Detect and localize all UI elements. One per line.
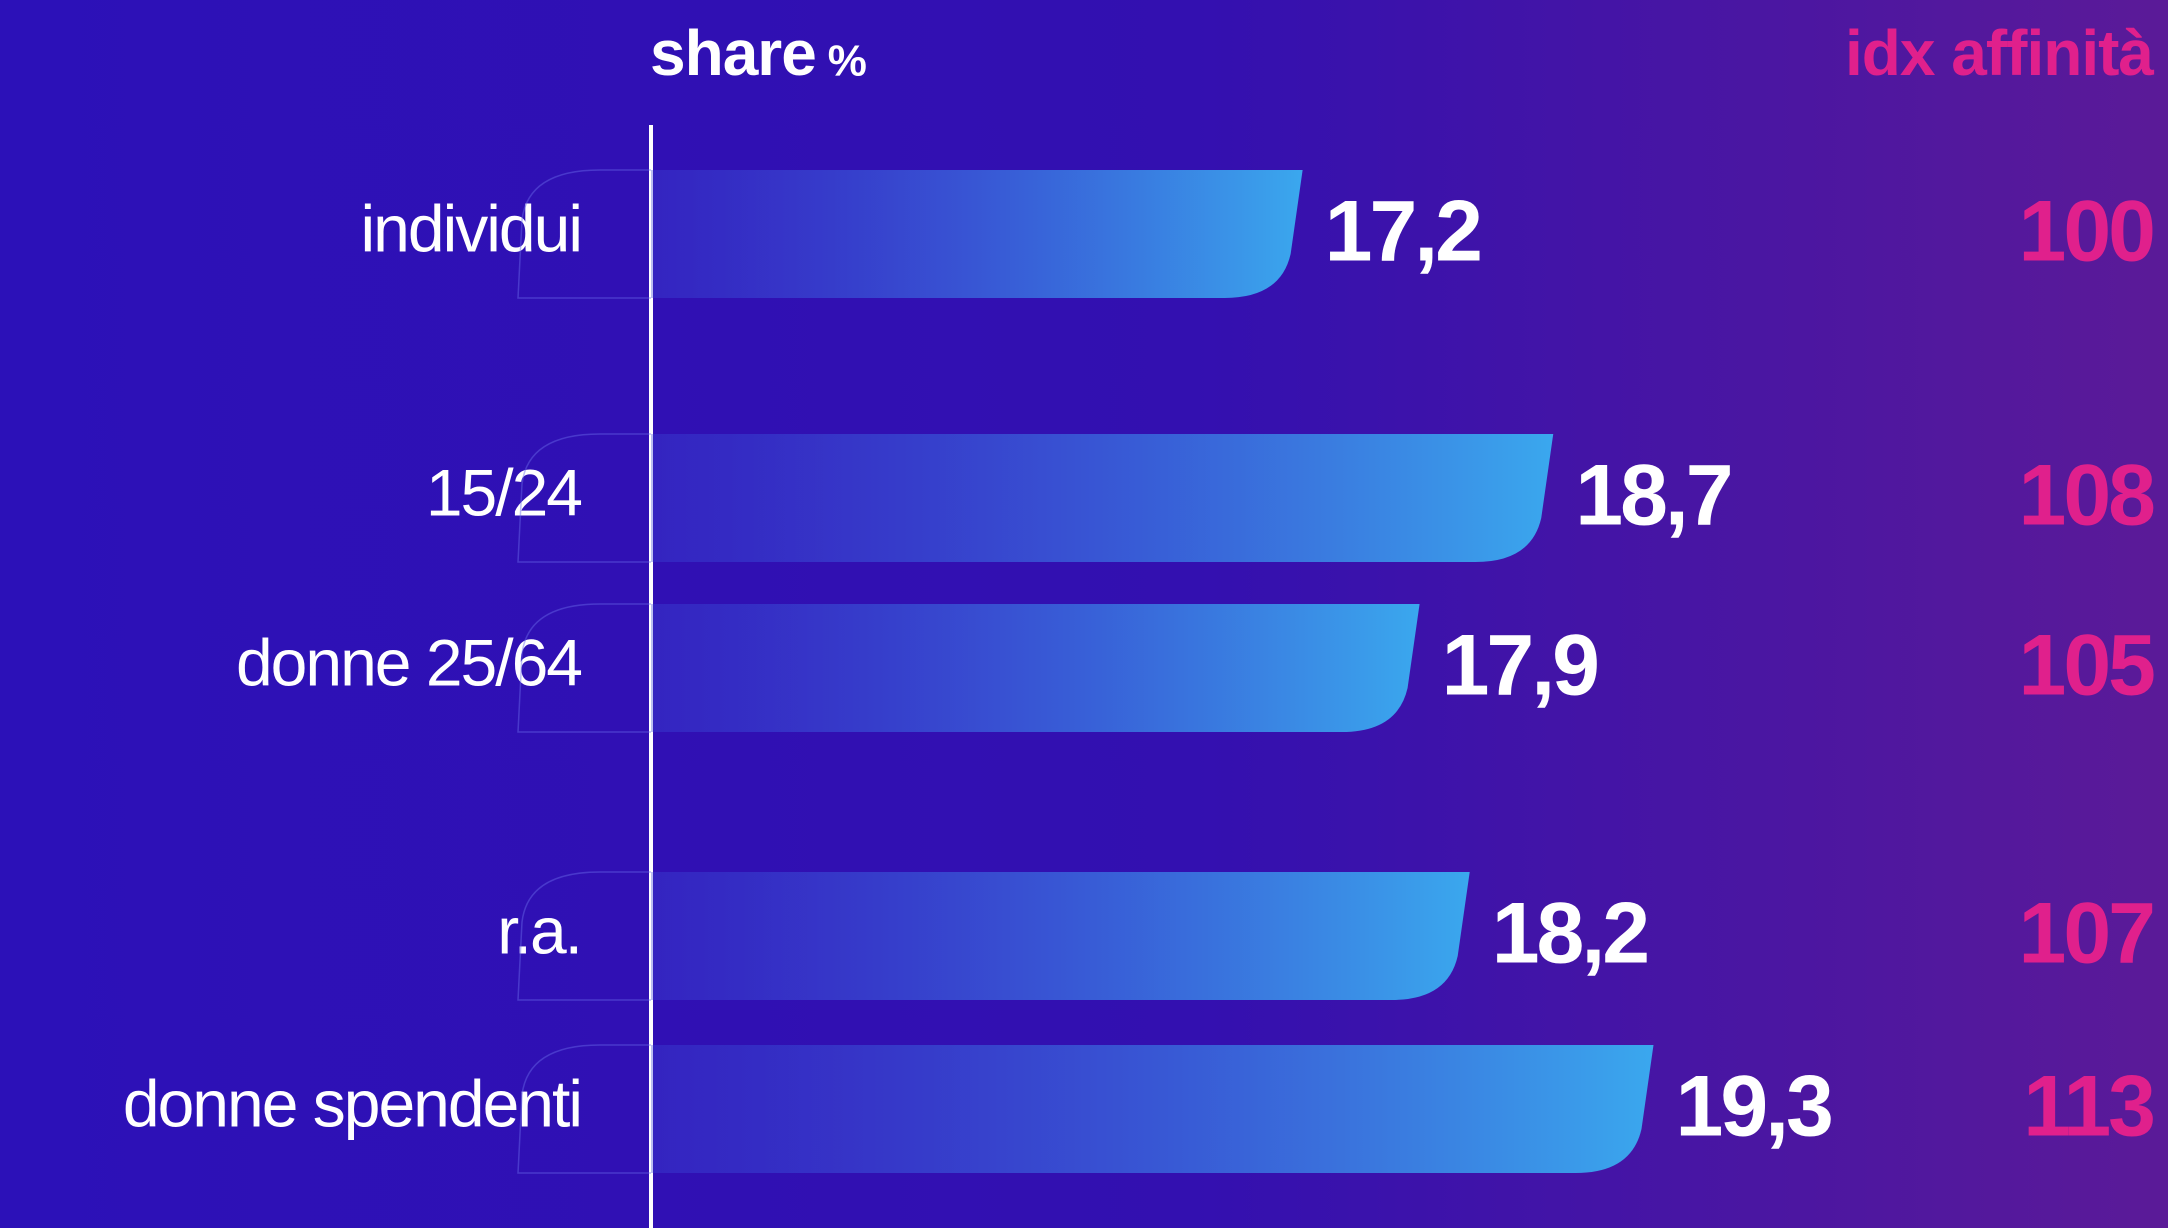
unit-label: % [828,37,866,86]
index-value: 100 [2019,184,2154,280]
bar-ghost [517,1044,651,1174]
chart-title: share [650,17,816,89]
bar-ghost [517,603,651,733]
index-value: 108 [2019,448,2155,544]
category-label: r.a. [497,893,581,967]
category-label: individui [361,191,581,265]
bar [651,434,1554,562]
bar [651,1045,1654,1173]
index-title: idx affinità [1845,17,2154,89]
bar [651,872,1470,1000]
index-value: 107 [2019,886,2154,982]
category-label: donne spendenti [123,1066,581,1140]
bar [651,604,1420,732]
category-label: 15/24 [426,455,581,529]
value-label: 19,3 [1676,1059,1832,1155]
value-label: 17,2 [1325,184,1481,280]
value-label: 17,9 [1442,618,1598,714]
value-label: 18,2 [1492,886,1648,982]
index-value: 105 [2019,618,2155,714]
category-label: donne 25/64 [236,625,581,699]
bar-ghost [517,169,651,299]
bar [651,170,1303,298]
index-value: 113 [2023,1059,2153,1155]
value-label: 18,7 [1575,448,1731,544]
bar-ghost [517,433,651,563]
bar-ghost [517,871,651,1001]
